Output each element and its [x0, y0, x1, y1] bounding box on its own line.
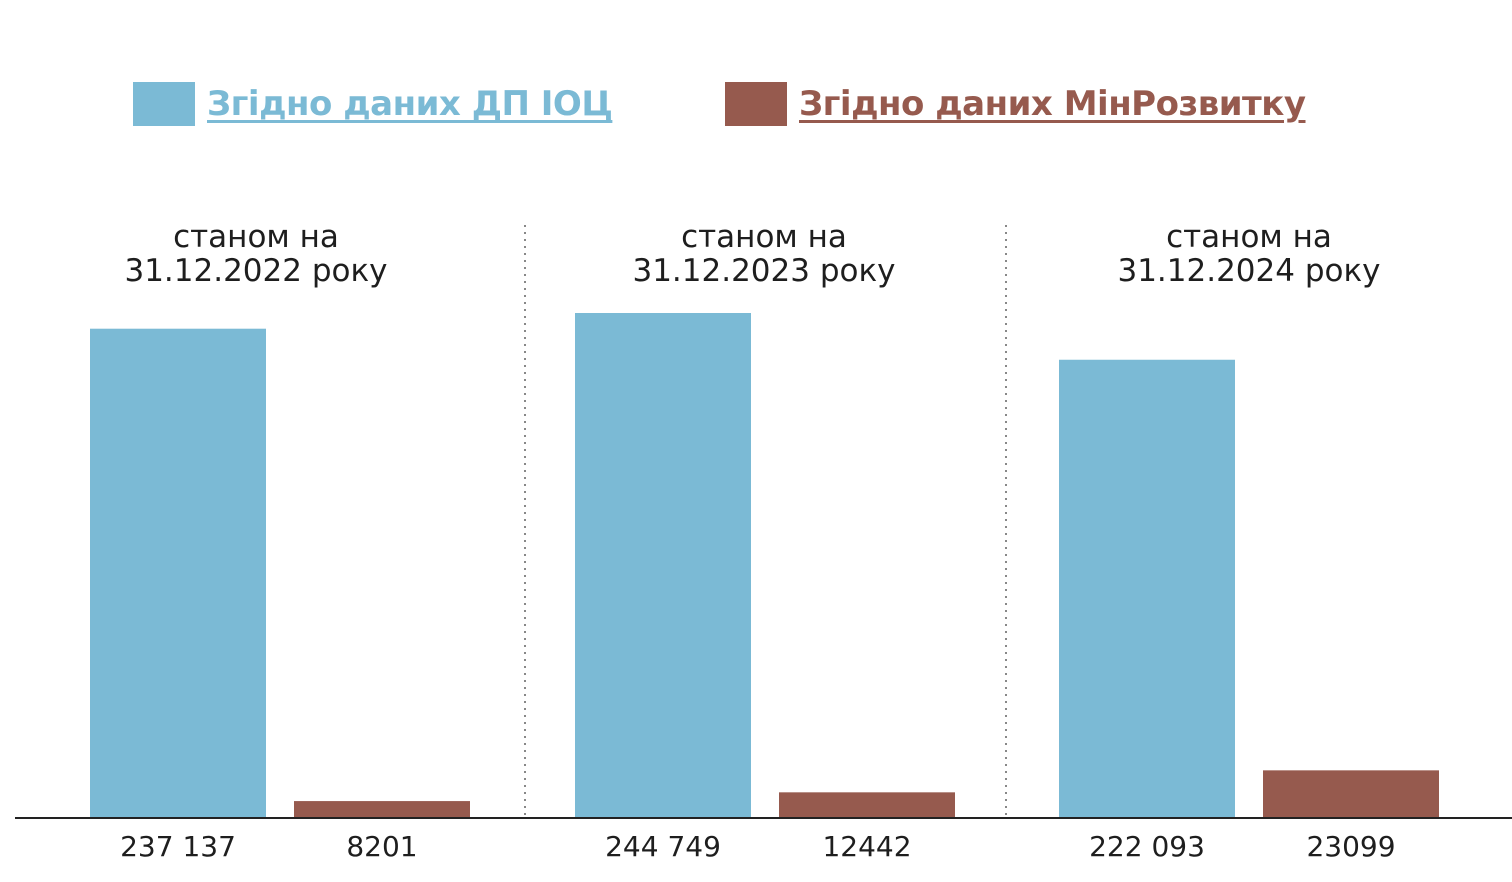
- period-title-line: станом на: [1166, 219, 1332, 255]
- bar-ioc-3[interactable]: [1059, 359, 1235, 818]
- bar-minrozvytku-3[interactable]: [1263, 770, 1439, 818]
- legend-swatch-minrozvytku: [725, 82, 787, 126]
- value-label-ioc-3: 222 093: [1089, 830, 1205, 863]
- period-title-line: станом на: [173, 219, 339, 255]
- period-title-line: станом на: [681, 219, 847, 255]
- legend-label-minrozvytku[interactable]: Згідно даних МінРозвитку: [799, 84, 1306, 124]
- legend-item-minrozvytku[interactable]: Згідно даних МінРозвитку: [725, 80, 1306, 128]
- period-title-3: станом на 31.12.2024 року: [1117, 219, 1380, 289]
- period-title-line: 31.12.2022 року: [124, 253, 387, 289]
- value-label-ioc-1: 237 137: [120, 830, 236, 863]
- bar-ioc-1[interactable]: [90, 328, 266, 818]
- value-label-minrozvytku-3: 23099: [1306, 830, 1395, 863]
- value-label-minrozvytku-1: 8201: [346, 830, 417, 863]
- period-title-line: 31.12.2023 року: [632, 253, 895, 289]
- period-title-1: станом на 31.12.2022 року: [124, 219, 387, 289]
- legend-label-ioc[interactable]: Згідно даних ДП ІОЦ: [207, 84, 613, 124]
- bar-ioc-2[interactable]: [575, 313, 751, 818]
- bar-minrozvytku-2[interactable]: [779, 792, 955, 818]
- bar-minrozvytku-1[interactable]: [294, 801, 470, 818]
- value-label-minrozvytku-2: 12442: [822, 830, 911, 863]
- legend-swatch-ioc: [133, 82, 195, 126]
- legend-item-ioc[interactable]: Згідно даних ДП ІОЦ: [133, 80, 613, 128]
- value-label-ioc-2: 244 749: [605, 830, 721, 863]
- period-title-2: станом на 31.12.2023 року: [632, 219, 895, 289]
- legend: Згідно даних ДП ІОЦ Згідно даних МінРозв…: [0, 80, 1512, 128]
- period-title-line: 31.12.2024 року: [1117, 253, 1380, 289]
